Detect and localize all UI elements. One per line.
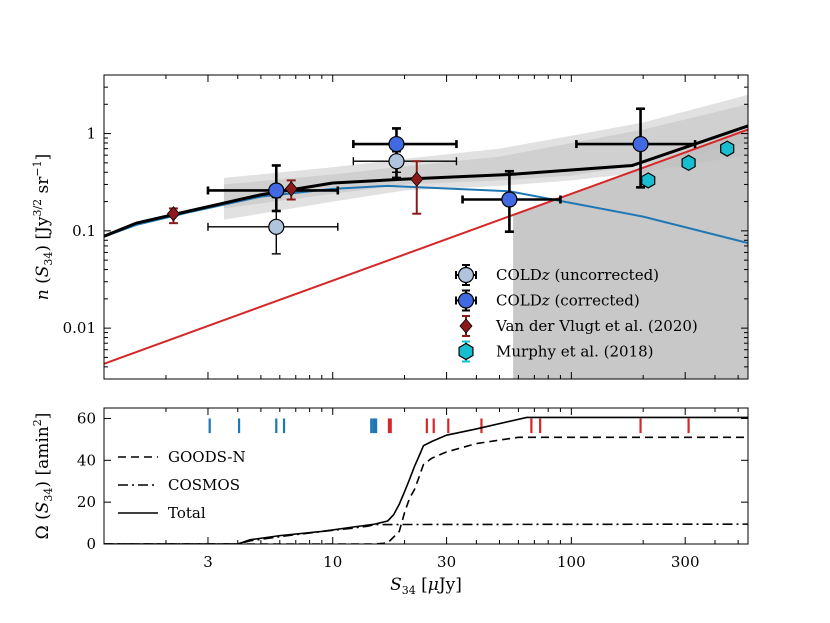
svg-text:Ω (S34) [amin2]: Ω (S34) [amin2] <box>31 413 55 540</box>
blue-model-line <box>104 184 748 244</box>
marker-circle-1-3 <box>632 135 649 153</box>
legend-label: GOODS-N <box>168 448 246 466</box>
legend-marker <box>457 292 475 309</box>
bottom-panel: 3 10 30 100 300 0 20 40 60 Ω (S34) [amin2] S34 [… <box>31 407 749 597</box>
marker-circle-1-0 <box>268 182 285 199</box>
x-tick-label: 30 <box>437 553 456 571</box>
x-axis-label: S34 [μJy] <box>390 575 462 597</box>
legend-label: COSMOS <box>168 476 240 494</box>
y-tick-label-bottom: 40 <box>77 451 96 469</box>
legend-label: COLDz (uncorrected) <box>496 266 659 284</box>
marker-circle-0-1 <box>388 153 405 170</box>
y-tick-label-bottom: 0 <box>86 535 96 553</box>
legend-marker <box>457 266 475 284</box>
legend-item-3: Murphy et al. (2018) <box>458 340 654 363</box>
bottom-legend-item-1: COSMOS <box>118 476 240 494</box>
x-tick-label: 300 <box>671 553 700 571</box>
x-tick-label: 3 <box>203 553 213 571</box>
svg-text:n (S34) [Jy3/2 sr−1]: n (S34) [Jy3/2 sr−1] <box>31 154 55 301</box>
legend-item-2: Van der Vlugt et al. (2020) <box>459 315 698 337</box>
legend-item-0: COLDz (uncorrected) <box>455 264 659 286</box>
marker-circle-0-0 <box>268 218 285 235</box>
marker-hexagon-3-1 <box>681 154 696 172</box>
marker-circle-1-2 <box>501 191 518 208</box>
cosmos-curve <box>104 523 748 544</box>
bottom-legend: GOODS-N COSMOS Total <box>118 448 246 522</box>
marker-diamond-2-2 <box>410 171 424 187</box>
legend-marker <box>458 342 474 361</box>
y-tick-label-bottom: 20 <box>77 493 96 511</box>
marker-circle-1-1 <box>388 135 405 153</box>
legend-label: COLDz (corrected) <box>496 292 640 310</box>
shaded-region <box>513 129 748 379</box>
y-tick-label-top: 1 <box>86 125 96 143</box>
legend-item-1: COLDz (corrected) <box>455 289 640 312</box>
legend-label: Total <box>168 504 206 522</box>
marker-hexagon-3-0 <box>641 172 656 189</box>
top-plot-area <box>104 94 748 379</box>
bottom-axes-frame <box>103 407 749 545</box>
y-tick-label-top: 0.01 <box>63 319 96 337</box>
legend-label: Murphy et al. (2018) <box>496 343 654 361</box>
marker-diamond-2-1 <box>284 181 298 197</box>
legend: COLDz (uncorrected) COLDz (corrected) Van … <box>455 264 698 363</box>
bottom-legend-item-2: Total <box>118 504 206 522</box>
bottom-y-axis-label: Ω (S34) [amin2] <box>31 413 55 540</box>
bottom-plot-area <box>104 416 748 544</box>
marker-hexagon-3-2 <box>720 140 735 157</box>
y-tick-label-top: 0.1 <box>72 222 96 240</box>
top-panel: 1 0.1 0.01 n (S34) [Jy3/2 sr−1] COLDz (unc… <box>31 74 749 380</box>
svg-text:S34 [μJy]: S34 [μJy] <box>390 575 462 597</box>
marker-diamond-2-0 <box>166 206 180 222</box>
legend-marker <box>459 318 473 334</box>
bottom-legend-item-0: GOODS-N <box>118 448 246 466</box>
source-flux-ticks <box>208 418 690 434</box>
x-tick-label: 100 <box>557 553 586 571</box>
top-axes-frame <box>103 74 749 380</box>
bottom-ticks: 3 10 30 100 300 0 20 40 60 <box>77 408 748 571</box>
goods-n-curve <box>104 436 748 544</box>
top-ticks: 1 0.1 0.01 <box>63 74 748 380</box>
data-markers <box>166 135 735 235</box>
y-tick-label-bottom: 60 <box>77 409 96 427</box>
legend-label: Van der Vlugt et al. (2020) <box>495 317 698 335</box>
total-curve <box>104 416 748 544</box>
top-y-axis-label: n (S34) [Jy3/2 sr−1] <box>31 154 55 301</box>
area-curves <box>104 416 748 544</box>
x-tick-label: 10 <box>323 553 342 571</box>
black-model-line <box>104 124 748 238</box>
